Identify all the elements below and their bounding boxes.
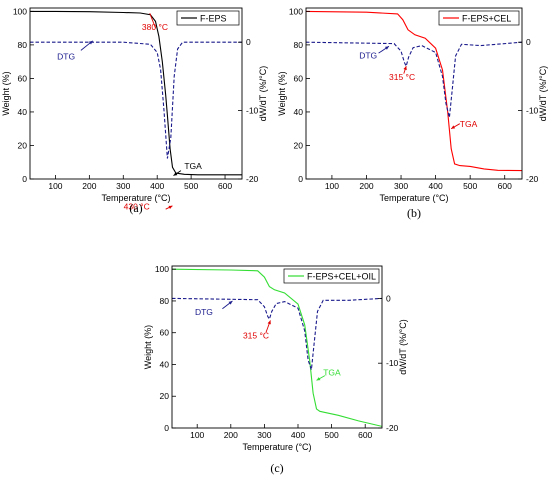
panel-label: (b) [407, 206, 421, 220]
panel-label: (c) [270, 461, 283, 475]
annotation-arrowhead [384, 46, 389, 50]
x-tick-label: 100 [190, 430, 204, 440]
series-dtg-line [306, 41, 522, 118]
y-tick-label: 0 [22, 174, 27, 184]
plot-frame [29, 7, 243, 180]
y-tick-label: 60 [18, 73, 28, 83]
annotation-label: DTG [195, 307, 213, 317]
legend-box [176, 10, 240, 26]
y2-axis-title: dW/dT (%/°C) [398, 319, 408, 374]
annotation-label: TGA [460, 119, 478, 129]
y-tick-label: 60 [294, 73, 304, 83]
x-axis-title: Temperature (°C) [379, 193, 448, 203]
annotation-arrowhead [403, 66, 407, 71]
y-tick-label: 0 [164, 423, 169, 433]
annotation-label: 315 °C [389, 72, 415, 82]
annotation-label: TGA [184, 161, 202, 171]
x-tick-label: 500 [325, 430, 339, 440]
x-tick-label: 600 [358, 430, 372, 440]
y2-tick-label: -10 [526, 106, 539, 116]
x-tick-label: 300 [116, 181, 130, 191]
y-tick-label: 80 [18, 40, 28, 50]
x-axis-title: Temperature (°C) [242, 442, 311, 452]
y-axis-title: Weight (%) [1, 71, 11, 115]
annotation-label: 380 °C [142, 22, 168, 32]
x-tick-label: 500 [184, 181, 198, 191]
x-tick-label: 400 [291, 430, 305, 440]
plot-frame [171, 265, 383, 429]
x-tick-label: 300 [394, 181, 408, 191]
annotation-arrowhead [451, 125, 456, 129]
annotation-label: DTG [57, 51, 75, 61]
x-tick-label: 600 [218, 181, 232, 191]
y-tick-label: 20 [18, 140, 28, 150]
annotation-arrowhead [173, 172, 178, 176]
annotation-arrowhead [316, 377, 321, 381]
y-axis-title: Weight (%) [277, 71, 287, 115]
y2-tick-label: 0 [386, 293, 391, 303]
y-tick-label: 40 [18, 107, 28, 117]
y2-axis-title: dW/dT (%/°C) [538, 66, 548, 121]
legend-label: F-EPS+CEL+OIL [307, 272, 376, 282]
y2-tick-label: 0 [526, 37, 531, 47]
y2-tick-label: -10 [386, 358, 399, 368]
annotation-arrow [149, 13, 156, 29]
y-tick-label: 20 [294, 140, 304, 150]
x-tick-label: 400 [150, 181, 164, 191]
x-axis-title: Temperature (°C) [101, 193, 170, 203]
x-tick-label: 100 [48, 181, 62, 191]
legend-box [283, 268, 380, 284]
y2-tick-label: -10 [246, 106, 259, 116]
annotation-arrowhead [228, 300, 233, 305]
x-tick-label: 200 [359, 181, 373, 191]
series-dtg-line [172, 297, 382, 370]
series-tga-line [306, 10, 522, 172]
series-tga-line [172, 268, 382, 427]
plot-frame [305, 7, 523, 180]
annotation-arrowhead [88, 40, 93, 45]
y-tick-label: 80 [160, 296, 170, 306]
chart-panel-2: 100 200 300 400 500 600 0 20 40 60 80 100 0 -10 -20 Tem… [277, 6, 548, 220]
annotation-arrowhead [267, 320, 271, 325]
y2-tick-label: -20 [246, 174, 259, 184]
annotation-label: DTG [359, 51, 377, 61]
x-tick-label: 200 [224, 430, 238, 440]
y-tick-label: 40 [160, 359, 170, 369]
x-tick-label: 500 [463, 181, 477, 191]
legend-label: F-EPS+CEL [462, 14, 511, 24]
y-tick-label: 0 [298, 174, 303, 184]
y-tick-label: 100 [155, 264, 169, 274]
annotation-label: 430 °C [124, 202, 150, 212]
x-tick-label: 200 [82, 181, 96, 191]
x-tick-label: 100 [325, 181, 339, 191]
x-tick-label: 400 [429, 181, 443, 191]
panel-label: (a) [129, 201, 142, 215]
annotation-label: 315 °C [243, 331, 269, 341]
y-tick-label: 100 [289, 6, 303, 16]
y2-tick-label: -20 [386, 423, 399, 433]
chart-panel-1: 100 200 300 400 500 600 0 20 40 60 80 100 0 -10 -20 Tem… [1, 6, 268, 215]
legend-label: F-EPS [200, 14, 227, 24]
y-tick-label: 20 [160, 391, 170, 401]
y2-tick-label: -20 [526, 174, 539, 184]
y-tick-label: 100 [13, 6, 27, 16]
x-tick-label: 600 [498, 181, 512, 191]
y-tick-label: 60 [160, 328, 170, 338]
series-dtg-line [30, 41, 242, 159]
annotation-arrowhead [168, 205, 173, 209]
y-tick-label: 80 [294, 40, 304, 50]
y-tick-label: 40 [294, 107, 304, 117]
y2-tick-label: 0 [246, 37, 251, 47]
y-axis-title: Weight (%) [143, 325, 153, 369]
series-tga-line [30, 10, 242, 176]
chart-panel-3: 100 200 300 400 500 600 0 20 40 60 80 100 0 -10 -20 Tem… [143, 264, 408, 475]
annotation-label: TGA [323, 368, 341, 378]
x-tick-label: 300 [257, 430, 271, 440]
y2-axis-title: dW/dT (%/°C) [258, 66, 268, 121]
legend-box [438, 10, 520, 26]
